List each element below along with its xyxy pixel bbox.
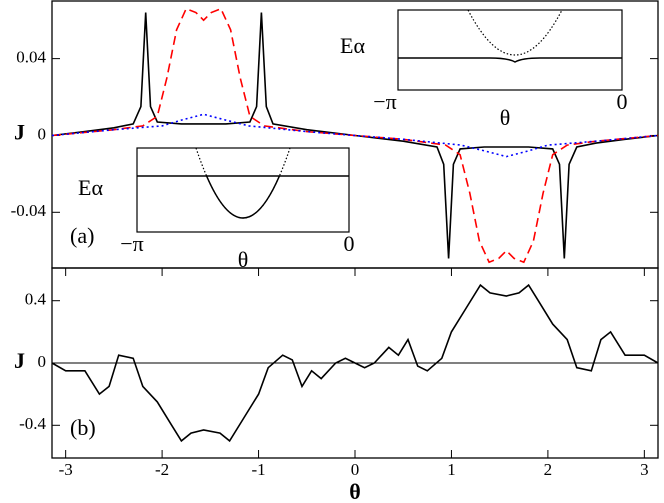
inset-frame [397, 9, 623, 91]
data-line [51, 113, 659, 158]
x-tick-label: 0 [351, 460, 360, 479]
panel-label: (a) [70, 223, 94, 248]
inset-xtick: −π [373, 89, 397, 114]
inset-top: Eα −π 0 θ [340, 9, 628, 130]
y-tick-label: 0 [38, 352, 47, 371]
y-tick-label: -0.4 [19, 414, 46, 433]
inset-bottom: Eα −π 0 θ [78, 147, 355, 272]
x-tick-label: -1 [251, 460, 265, 479]
x-tick-label: -3 [59, 460, 73, 479]
inset-xtick: 0 [344, 231, 355, 256]
y-tick-label: 0 [38, 124, 47, 143]
x-axis-label: θ [349, 479, 360, 503]
inset-frame [136, 147, 350, 233]
y-axis-label: J [14, 120, 25, 145]
y-tick-label: 0.04 [16, 48, 46, 67]
x-tick-label: -2 [155, 460, 169, 479]
panel-label: (b) [70, 415, 96, 440]
inset-xlabel: θ [238, 247, 249, 272]
inset-curve [467, 9, 563, 56]
inset-xtick: −π [120, 231, 144, 256]
inset-xlabel: θ [500, 105, 511, 130]
data-line [51, 283, 659, 443]
inset-ylabel: Eα [78, 175, 103, 200]
y-axis-label: J [14, 348, 25, 373]
y-tick-label: -0.04 [11, 201, 47, 220]
inset-curve [205, 176, 281, 219]
inset-xtick: 0 [617, 89, 628, 114]
x-tick-label: 2 [544, 460, 553, 479]
inset-curve [398, 57, 622, 63]
inset-ylabel: Eα [340, 33, 365, 58]
y-tick-label: 0.4 [25, 290, 47, 309]
x-tick-label: 3 [640, 460, 649, 479]
x-tick-label: 1 [447, 460, 456, 479]
